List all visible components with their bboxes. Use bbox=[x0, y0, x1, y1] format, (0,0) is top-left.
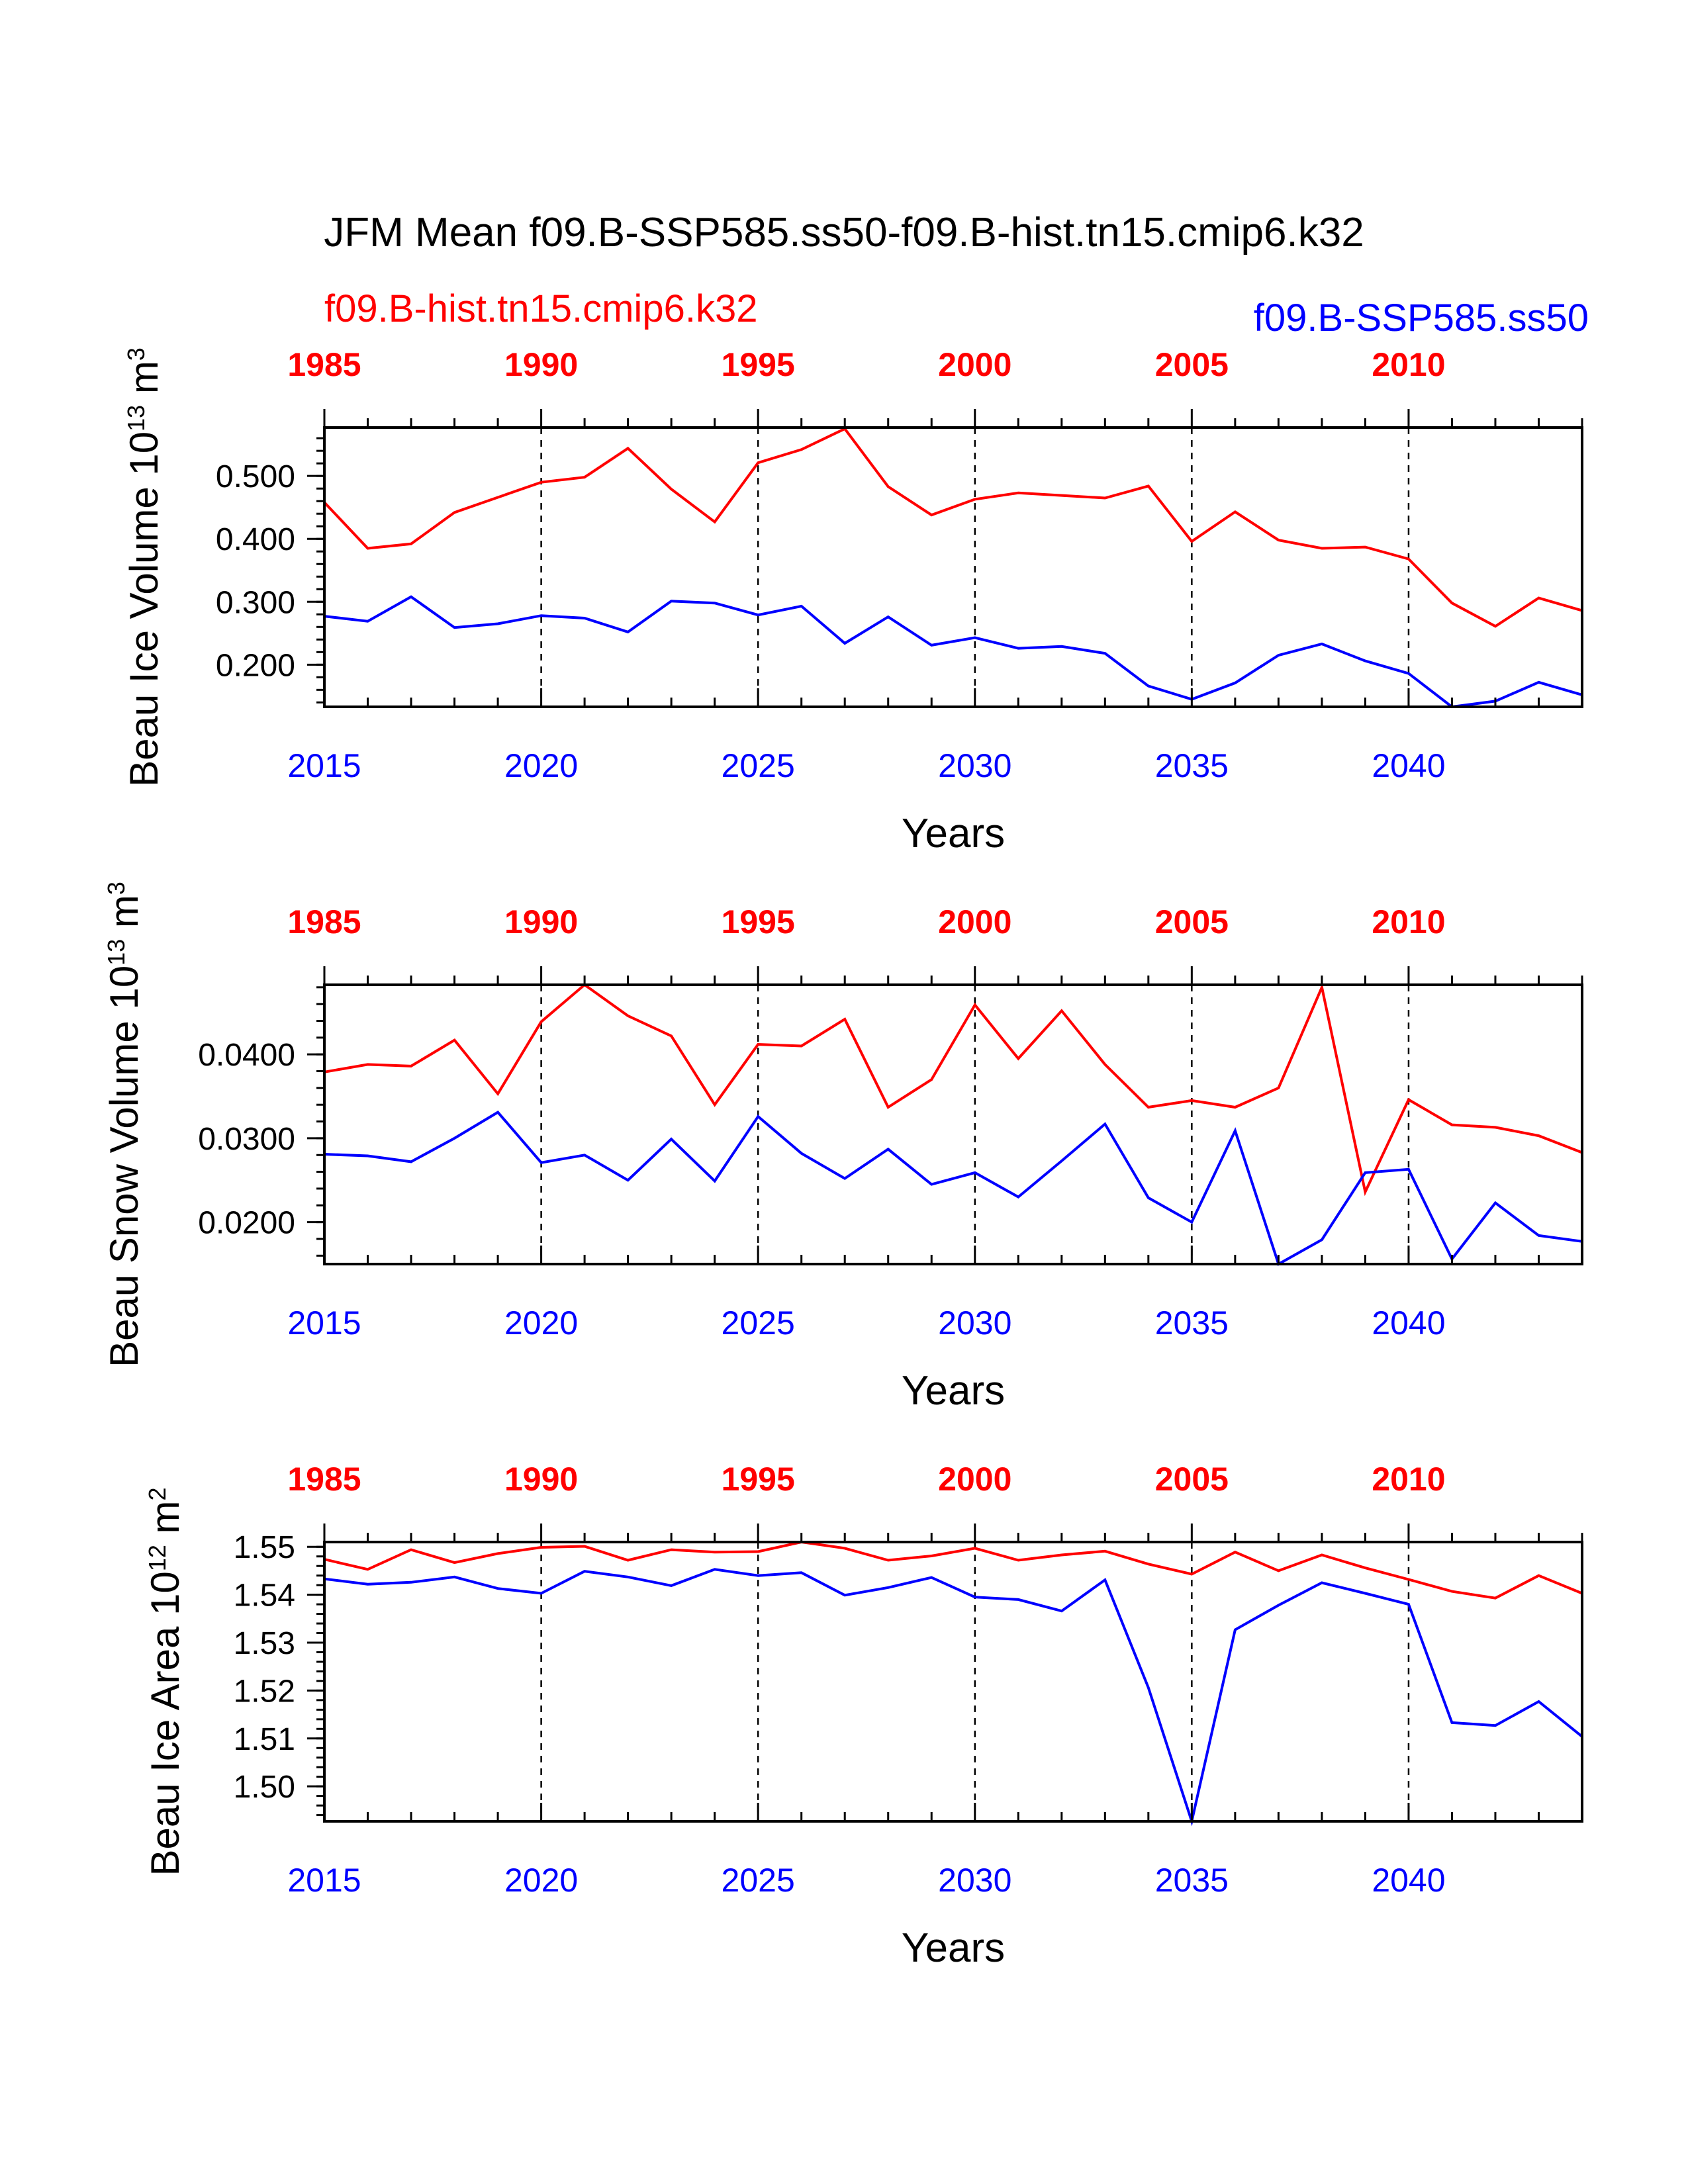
y-tick-label: 0.300 bbox=[216, 585, 295, 620]
x-tick-label-bottom: 2040 bbox=[1372, 1862, 1445, 1899]
series-line-ssp bbox=[324, 1568, 1583, 1827]
y-tick-label: 0.0200 bbox=[198, 1206, 295, 1241]
x-tick-label-top: 2010 bbox=[1372, 1461, 1445, 1498]
x-tick-label-bottom: 2020 bbox=[504, 747, 578, 784]
x-tick-label-bottom: 2030 bbox=[938, 747, 1011, 784]
x-tick-label-bottom: 2020 bbox=[504, 1862, 578, 1899]
x-tick-label-bottom: 2025 bbox=[722, 747, 795, 784]
y-tick-label: 0.400 bbox=[216, 522, 295, 557]
chart-panel-2: 2015 2020 2025 2030 2035 2040 1985 1990 1995 2000… bbox=[102, 882, 1583, 1414]
x-tick-label-top: 1995 bbox=[722, 346, 795, 383]
x-tick-label-bottom: 2040 bbox=[1372, 1304, 1445, 1342]
series-line-hist bbox=[324, 1540, 1583, 1600]
x-tick-label-bottom: 2025 bbox=[722, 1304, 795, 1342]
x-tick-label-bottom: 2035 bbox=[1155, 1862, 1229, 1899]
y-axis-title: Beau Ice Volume 1013 m3 bbox=[122, 347, 166, 787]
plot-frame bbox=[323, 983, 1583, 1265]
x-tick-label-bottom: 2015 bbox=[287, 1304, 361, 1342]
x-tick-label-bottom: 2025 bbox=[722, 1862, 795, 1899]
x-tick-label-top: 1990 bbox=[504, 346, 578, 383]
x-tick-label-top: 2005 bbox=[1155, 903, 1229, 940]
legend-hist-label: f09.B-hist.tn15.cmip6.k32 bbox=[324, 287, 757, 330]
y-tick-label: 1.53 bbox=[234, 1626, 295, 1661]
y-tick-label: 1.51 bbox=[234, 1722, 295, 1757]
x-tick-label-top: 1985 bbox=[287, 903, 361, 940]
x-tick-label-top: 1995 bbox=[722, 903, 795, 940]
x-tick-label-top: 2010 bbox=[1372, 903, 1445, 940]
y-tick-label: 1.54 bbox=[234, 1578, 295, 1614]
x-tick-label-bottom: 2015 bbox=[287, 1862, 361, 1899]
y-tick-label: 1.50 bbox=[234, 1770, 295, 1805]
x-tick-label-top: 2005 bbox=[1155, 1461, 1229, 1498]
chart-panels: 2015 2020 2025 2030 2035 2040 1985 1990 1995 2000… bbox=[102, 346, 1583, 1971]
y-tick-label: 1.52 bbox=[234, 1674, 295, 1709]
y-tick-label: 1.55 bbox=[234, 1530, 295, 1565]
chart-panel-3: 2015 2020 2025 2030 2035 2040 1985 1990 1995 2000… bbox=[143, 1461, 1583, 1971]
x-tick-label-top: 2000 bbox=[938, 903, 1011, 940]
plot-frame bbox=[323, 426, 1583, 708]
figure-title: JFM Mean f09.B-SSP585.ss50-f09.B-hist.tn… bbox=[324, 210, 1364, 255]
series-line-hist bbox=[324, 983, 1583, 1197]
x-tick-label-bottom: 2040 bbox=[1372, 747, 1445, 784]
x-axis-title: Years bbox=[902, 1925, 1005, 1971]
y-tick-label: 0.0400 bbox=[198, 1038, 295, 1073]
x-axis-title: Years bbox=[902, 811, 1005, 856]
chart-panel-1: 2015 2020 2025 2030 2035 2040 1985 1990 1995 2000… bbox=[122, 346, 1583, 856]
x-tick-label-top: 2000 bbox=[938, 346, 1011, 383]
x-tick-label-top: 2010 bbox=[1372, 346, 1445, 383]
x-tick-label-top: 2005 bbox=[1155, 346, 1229, 383]
y-tick-label: 0.0300 bbox=[198, 1122, 295, 1157]
series-line-ssp bbox=[324, 595, 1583, 709]
x-tick-label-top: 2000 bbox=[938, 1461, 1011, 1498]
x-tick-label-top: 1990 bbox=[504, 1461, 578, 1498]
x-tick-label-bottom: 2035 bbox=[1155, 1304, 1229, 1342]
x-tick-label-bottom: 2030 bbox=[938, 1304, 1011, 1342]
x-tick-label-top: 1985 bbox=[287, 1461, 361, 1498]
x-tick-label-bottom: 2030 bbox=[938, 1862, 1011, 1899]
x-tick-label-top: 1995 bbox=[722, 1461, 795, 1498]
y-tick-label: 0.500 bbox=[216, 459, 295, 494]
legend-ssp-label: f09.B-SSP585.ss50 bbox=[1254, 296, 1589, 340]
series-line-ssp bbox=[324, 1111, 1583, 1266]
x-tick-label-bottom: 2035 bbox=[1155, 747, 1229, 784]
series-line-hist bbox=[323, 427, 1583, 628]
x-tick-label-bottom: 2015 bbox=[287, 747, 361, 784]
x-axis-title: Years bbox=[902, 1368, 1005, 1414]
plot-frame bbox=[323, 1541, 1583, 1823]
x-tick-label-top: 1990 bbox=[504, 903, 578, 940]
x-tick-label-bottom: 2020 bbox=[504, 1304, 578, 1342]
y-tick-label: 0.200 bbox=[216, 648, 295, 683]
y-axis-title: Beau Ice Area 1012 m2 bbox=[143, 1487, 187, 1876]
x-tick-label-top: 1985 bbox=[287, 346, 361, 383]
y-axis-title: Beau Snow Volume 1013 m3 bbox=[102, 882, 146, 1367]
